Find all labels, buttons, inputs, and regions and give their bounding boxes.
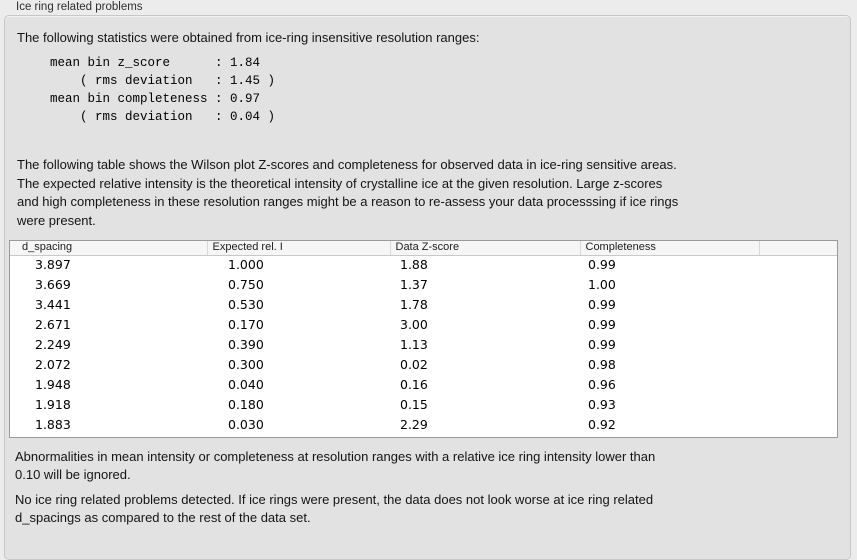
- table-cell: 0.530: [228, 297, 264, 312]
- table-cell: 0.99: [588, 297, 616, 312]
- table-cell: 2.072: [35, 357, 71, 372]
- groupbox-title: Ice ring related problems: [16, 1, 143, 13]
- column-header-completeness[interactable]: Completeness: [580, 241, 760, 256]
- table-cell: 0.16: [400, 377, 428, 392]
- table-cell: 1.918: [35, 397, 71, 412]
- table-cell: 0.300: [228, 357, 264, 372]
- table-cell: 0.750: [228, 277, 264, 292]
- table-cell: 0.02: [400, 357, 428, 372]
- ice-ring-list-control: d_spacing Expected rel. I Data Z-score C…: [10, 241, 837, 435]
- table-cell: 2.249: [35, 337, 71, 352]
- table-row[interactable]: 2.249 0.390 1.13 0.99: [10, 335, 837, 355]
- table-description-text: The following table shows the Wilson plo…: [17, 157, 679, 228]
- table-cell: 1.88: [400, 257, 428, 273]
- table-cell: 1.00: [588, 277, 616, 292]
- table-row[interactable]: 1.883 0.030 2.29 0.92: [10, 415, 837, 435]
- table-cell: 3.897: [35, 257, 71, 273]
- column-header-expected-rel-i[interactable]: Expected rel. I: [207, 241, 391, 256]
- table-cell: 0.96: [588, 377, 616, 392]
- table-cell: 0.98: [588, 357, 616, 372]
- table-cell: 0.99: [588, 317, 616, 332]
- table-cell-empty: [759, 335, 837, 355]
- table-cell-empty: [759, 295, 837, 315]
- threshold-note-text: Abnormalities in mean intensity or compl…: [15, 449, 656, 482]
- ice-ring-table: d_spacing Expected rel. I Data Z-score C…: [9, 240, 838, 438]
- table-cell: 2.29: [400, 417, 428, 432]
- table-header-row: d_spacing Expected rel. I Data Z-score C…: [10, 241, 837, 256]
- table-cell: 1.13: [400, 337, 428, 352]
- table-cell: 0.170: [228, 317, 264, 332]
- conclusion-note-text: No ice ring related problems detected. I…: [15, 492, 654, 525]
- table-cell: 0.180: [228, 397, 264, 412]
- table-row[interactable]: 2.671 0.170 3.00 0.99: [10, 315, 837, 335]
- table-cell: 0.390: [228, 337, 264, 352]
- table-cell-empty: [759, 355, 837, 375]
- table-cell: 0.99: [588, 257, 616, 273]
- stats-intro-text: The following statistics were obtained f…: [17, 30, 480, 45]
- table-cell-empty: [759, 315, 837, 335]
- table-cell: 2.671: [35, 317, 71, 332]
- column-header-empty: [759, 241, 837, 256]
- table-row[interactable]: 1.918 0.180 0.15 0.93: [10, 395, 837, 415]
- table-cell: 3.00: [400, 317, 428, 332]
- table-cell: 1.948: [35, 377, 71, 392]
- table-cell: 0.15: [400, 397, 428, 412]
- table-cell: 0.030: [228, 417, 264, 432]
- column-header-d-spacing[interactable]: d_spacing: [10, 241, 208, 256]
- table-row[interactable]: 2.072 0.300 0.02 0.98: [10, 355, 837, 375]
- column-header-data-z-score[interactable]: Data Z-score: [390, 241, 581, 256]
- table-cell: 1.37: [400, 277, 428, 292]
- table-cell-empty: [759, 375, 837, 395]
- table-cell: 3.441: [35, 297, 71, 312]
- table-cell-empty: [759, 275, 837, 295]
- table-row[interactable]: 1.948 0.040 0.16 0.96: [10, 375, 837, 395]
- table-cell-empty: [759, 255, 837, 275]
- table-cell: 0.93: [588, 397, 616, 412]
- table-row[interactable]: 3.441 0.530 1.78 0.99: [10, 295, 837, 315]
- table-cell: 1.78: [400, 297, 428, 312]
- ice-ring-groupbox: The following statistics were obtained f…: [4, 15, 851, 560]
- table-cell: 1.000: [228, 257, 264, 273]
- table-cell: 3.669: [35, 277, 71, 292]
- table-row[interactable]: 3.669 0.750 1.37 1.00: [10, 275, 837, 295]
- table-cell: 0.99: [588, 337, 616, 352]
- table-cell-empty: [759, 395, 837, 415]
- table-cell: 1.883: [35, 417, 71, 432]
- table-cell: 0.040: [228, 377, 264, 392]
- stats-block: mean bin z_score : 1.84 ( rms deviation …: [50, 56, 276, 124]
- table-cell-empty: [759, 415, 837, 435]
- table-row[interactable]: 3.897 1.000 1.88 0.99: [10, 255, 837, 275]
- table-cell: 0.92: [588, 417, 616, 432]
